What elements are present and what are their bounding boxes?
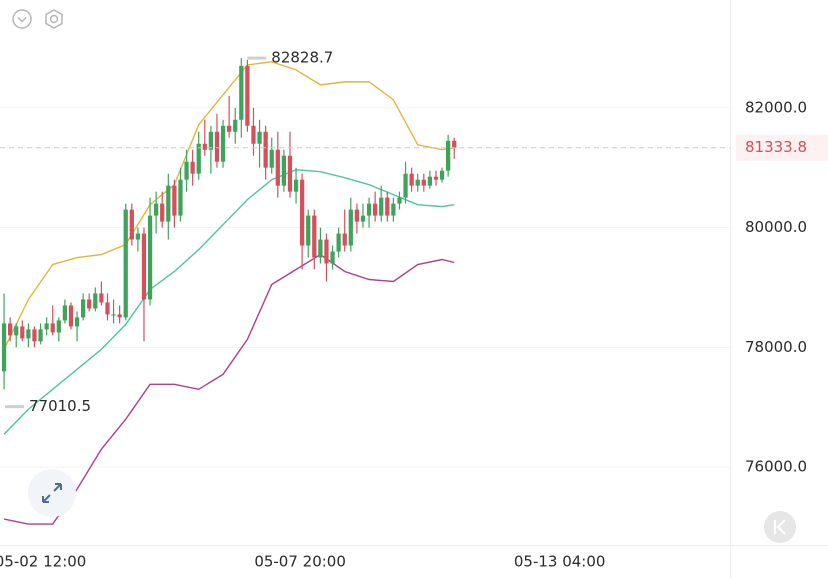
- candle-body: [360, 215, 366, 222]
- candle-body: [452, 140, 457, 148]
- candle-body: [330, 251, 335, 264]
- candle-body: [269, 149, 274, 168]
- y-tick-label: 82000.0: [745, 98, 807, 116]
- candle-body: [93, 293, 98, 309]
- candle-body: [141, 233, 147, 300]
- grid: [0, 107, 730, 468]
- labels: 76000.0 78000.0 80000.0 82000.0 05-02 12:00 0…: [0, 49, 828, 571]
- candle-body: [190, 161, 195, 174]
- candle-body: [433, 176, 439, 180]
- candle-body: [257, 131, 262, 144]
- y-tick-label: 78000.0: [745, 338, 807, 356]
- candle-body: [421, 179, 426, 186]
- candle-body: [20, 326, 25, 339]
- candle-body: [379, 197, 384, 216]
- y-tick-label: 76000.0: [745, 458, 807, 476]
- candle-body: [26, 329, 31, 339]
- candle-body: [166, 185, 171, 222]
- candle-body: [287, 155, 293, 192]
- candle-body: [50, 323, 55, 333]
- candle-body: [8, 323, 13, 336]
- candle-body: [56, 320, 61, 333]
- candle-body: [227, 125, 232, 132]
- candle-body: [44, 323, 49, 330]
- candle-body: [233, 119, 238, 132]
- candle-body: [32, 329, 37, 342]
- candle-body: [220, 125, 226, 162]
- y-tick-label: 80000.0: [745, 218, 807, 236]
- candle-body: [105, 302, 110, 315]
- candle-body: [68, 305, 74, 327]
- band-line: [3, 253, 455, 525]
- band-line: [3, 61, 455, 350]
- settings-button[interactable]: [45, 9, 63, 29]
- candle-body: [293, 179, 299, 192]
- candle-body: [111, 314, 116, 316]
- candle-body: [214, 131, 220, 162]
- candle-body: [202, 143, 207, 150]
- candle-body: [239, 65, 244, 120]
- expand-button[interactable]: [28, 469, 76, 517]
- candle-body: [366, 203, 372, 216]
- candle-body: [318, 239, 323, 258]
- candle-body: [336, 233, 341, 252]
- candle-body: [275, 149, 280, 186]
- candle-body: [178, 179, 183, 216]
- candle-body: [446, 140, 451, 171]
- candle-body: [184, 161, 189, 180]
- last-price-box: [736, 134, 828, 161]
- candle-body: [439, 170, 445, 180]
- candle-body: [14, 326, 19, 336]
- candle-body: [251, 125, 256, 144]
- candle-body: [391, 203, 396, 216]
- candles: [1, 58, 457, 390]
- candle-body: [129, 209, 134, 240]
- candle-body: [160, 203, 165, 222]
- candle-body: [403, 173, 408, 198]
- candle-body: [324, 239, 329, 264]
- candle-body: [1, 323, 7, 372]
- candle-body: [87, 299, 92, 309]
- candle-body: [312, 215, 317, 258]
- candle-body: [196, 143, 201, 174]
- candle-body: [135, 233, 141, 240]
- candle-body: [123, 209, 128, 318]
- candle-body: [147, 215, 153, 300]
- candle-body: [385, 197, 390, 216]
- candle-body: [300, 179, 305, 246]
- x-tick-label: 05-13 04:00: [514, 553, 606, 571]
- candle-body: [397, 197, 402, 204]
- candle-body: [74, 317, 80, 327]
- candle-body: [342, 233, 347, 246]
- candle-body: [81, 299, 86, 318]
- x-tick-label: 05-02 12:00: [0, 553, 86, 571]
- candle-body: [281, 155, 287, 186]
- band-line: [3, 168, 455, 435]
- candle-body: [354, 209, 360, 222]
- candle-body: [117, 314, 122, 318]
- low-label: 77010.5: [29, 397, 91, 415]
- scroll-latest-button[interactable]: [764, 511, 796, 543]
- candle-body: [427, 176, 433, 186]
- last-price-label: 81333.8: [745, 138, 807, 156]
- x-tick-label: 05-07 20:00: [254, 553, 346, 571]
- candle-body: [38, 329, 43, 342]
- candle-body: [263, 131, 268, 168]
- bands: [3, 61, 455, 525]
- candle-body: [245, 65, 250, 126]
- collapse-button[interactable]: [12, 9, 32, 29]
- candle-body: [154, 203, 159, 216]
- candle-body: [409, 173, 414, 186]
- candle-body: [306, 215, 311, 246]
- candle-body: [172, 185, 177, 216]
- high-label: 82828.7: [271, 49, 333, 67]
- candle-body: [99, 293, 104, 303]
- candle-body: [208, 131, 214, 150]
- candle-body: [373, 203, 378, 216]
- candle-body: [415, 179, 420, 186]
- candle-body: [62, 305, 68, 321]
- candle-body: [348, 209, 353, 246]
